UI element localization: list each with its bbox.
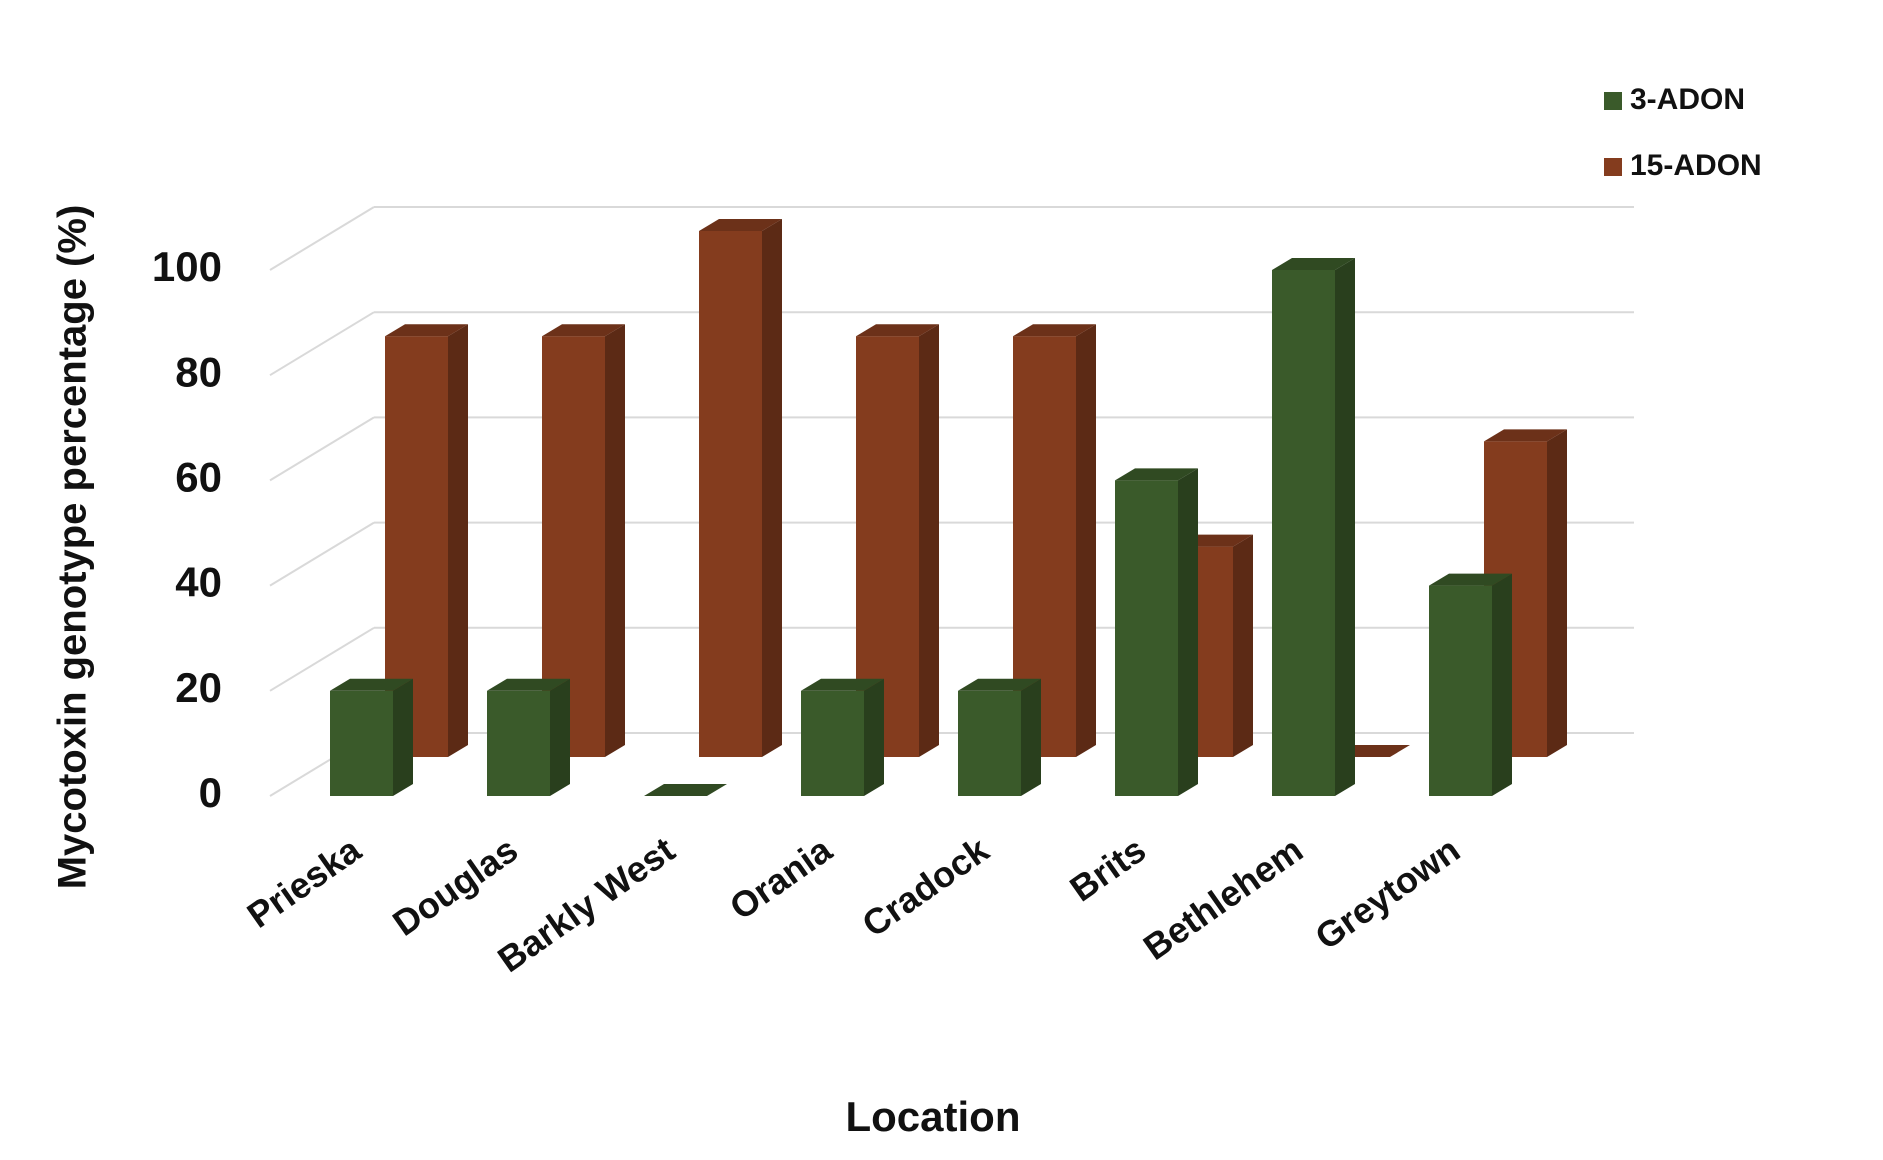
y-tick-label: 60 xyxy=(175,453,222,500)
bar xyxy=(958,678,1041,796)
bar-top xyxy=(699,219,782,231)
x-tick-label: Greytown xyxy=(1308,829,1468,958)
y-tick-label: 80 xyxy=(175,348,222,395)
bar-side xyxy=(762,219,782,757)
grid-line-side xyxy=(269,206,375,271)
legend-swatch xyxy=(1604,92,1622,110)
bar-side xyxy=(1547,429,1567,757)
x-tick-label: Barkly West xyxy=(490,829,682,980)
bar-front xyxy=(1429,585,1492,796)
bar-side xyxy=(1233,534,1253,757)
bar-top xyxy=(330,678,413,691)
bar xyxy=(699,219,782,757)
bar-top xyxy=(487,678,570,691)
bar xyxy=(644,784,727,796)
bar-front xyxy=(487,690,550,796)
bar-top xyxy=(1484,429,1567,442)
bar-top xyxy=(1272,258,1355,270)
bar-top xyxy=(958,678,1041,691)
bar xyxy=(1484,429,1567,757)
bar-side xyxy=(1021,678,1041,796)
bar-top xyxy=(1013,324,1096,337)
bar-side xyxy=(605,324,625,757)
bar-side xyxy=(1335,258,1355,796)
x-tick-label: Cradock xyxy=(855,828,997,945)
y-tick-label: 40 xyxy=(175,559,222,606)
bar-side xyxy=(550,678,570,796)
bar-top xyxy=(542,324,625,337)
grid-line-side xyxy=(269,416,375,482)
bar-side xyxy=(448,324,468,757)
bar-top xyxy=(856,324,939,337)
x-tick-label: Douglas xyxy=(385,829,525,944)
legend-label: 15-ADON xyxy=(1630,149,1762,182)
bar-front xyxy=(330,690,393,796)
x-tick-label: Orania xyxy=(722,828,840,928)
bar-front xyxy=(958,690,1021,796)
bar-front xyxy=(699,231,762,757)
bar-side xyxy=(1178,468,1198,796)
bar xyxy=(1429,573,1512,796)
bar xyxy=(1272,258,1355,796)
y-axis-title: Mycotoxin genotype percentage (%) xyxy=(51,205,95,890)
x-axis-title: Location xyxy=(846,1093,1021,1140)
bar xyxy=(801,678,884,796)
bar-top xyxy=(385,324,468,337)
grid-line-side xyxy=(269,626,375,692)
x-tick-label: Brits xyxy=(1062,829,1153,910)
y-tick-label: 0 xyxy=(199,769,222,816)
bar-top xyxy=(644,784,727,796)
bar-top xyxy=(801,678,884,691)
bar-top xyxy=(1115,468,1198,481)
bar-side xyxy=(393,678,413,796)
bar xyxy=(542,324,625,757)
bar-side xyxy=(919,324,939,757)
bar-top xyxy=(1429,573,1512,586)
bar xyxy=(330,678,413,796)
bar xyxy=(1115,468,1198,796)
legend-label: 3-ADON xyxy=(1630,83,1745,116)
bar-side xyxy=(864,678,884,796)
legend-swatch xyxy=(1604,158,1622,176)
bar-side xyxy=(1076,324,1096,757)
bar-side xyxy=(1492,573,1512,796)
x-tick-label: Prieska xyxy=(240,828,369,936)
bar xyxy=(487,678,570,796)
bar-front xyxy=(801,690,864,796)
bar-front xyxy=(1115,480,1178,796)
grid-line-side xyxy=(269,311,375,377)
y-tick-label: 100 xyxy=(152,243,222,290)
grid-line-side xyxy=(269,521,375,587)
y-tick-label: 20 xyxy=(175,664,222,711)
x-tick-label: Bethlehem xyxy=(1136,829,1310,968)
bar-front xyxy=(1272,270,1335,796)
